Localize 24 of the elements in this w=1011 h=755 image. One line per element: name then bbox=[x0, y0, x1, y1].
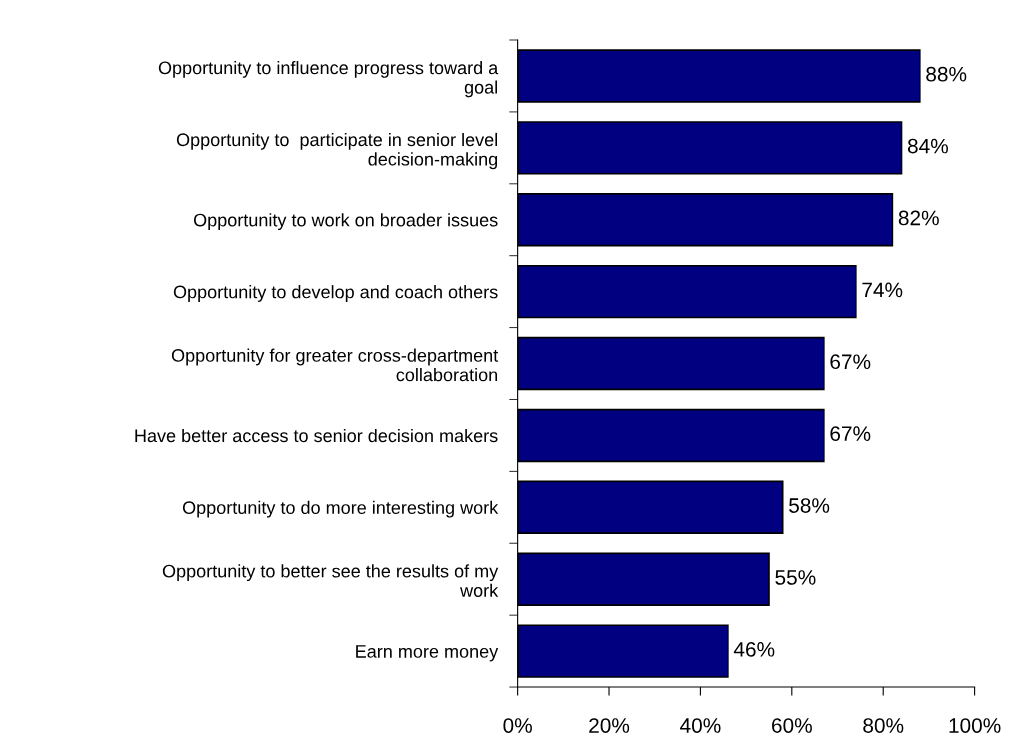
x-tick-label: 60% bbox=[772, 718, 812, 733]
data-label: 82% bbox=[898, 210, 939, 226]
data-label: 55% bbox=[775, 570, 816, 585]
data-label: 88% bbox=[926, 66, 967, 82]
data-label: 67% bbox=[830, 426, 871, 442]
x-tick-label: 40% bbox=[680, 718, 721, 733]
y-tick-label: Opportunity for greater cross-department collaboration bbox=[171, 348, 499, 382]
y-tick-label: Opportunity to influence progress toward a goal bbox=[158, 61, 499, 98]
y-tick-label: Opportunity to develop and coach others bbox=[173, 285, 498, 302]
data-label: 46% bbox=[733, 641, 775, 657]
x-tick-label: 0% bbox=[503, 718, 532, 733]
x-tick-label: 20% bbox=[589, 718, 630, 733]
data-label: 84% bbox=[907, 138, 948, 154]
y-tick-label: Earn more money bbox=[356, 645, 499, 662]
data-label: 67% bbox=[830, 354, 871, 370]
y-tick-label: Have better access to senior decision makers bbox=[135, 428, 498, 443]
y-tick-label: Opportunity to do more interesting work bbox=[182, 500, 499, 518]
y-tick-label: Opportunity to participate in senior level decision-making bbox=[176, 132, 498, 170]
y-tick-label: Opportunity to better see the results of my work bbox=[162, 564, 499, 597]
y-tick-label: Opportunity to work on broader issues bbox=[193, 213, 498, 231]
data-label: 74% bbox=[862, 282, 903, 298]
x-tick-label: 80% bbox=[863, 718, 904, 733]
x-tick-label: 100% bbox=[949, 718, 1001, 733]
data-label: 58% bbox=[789, 498, 830, 513]
